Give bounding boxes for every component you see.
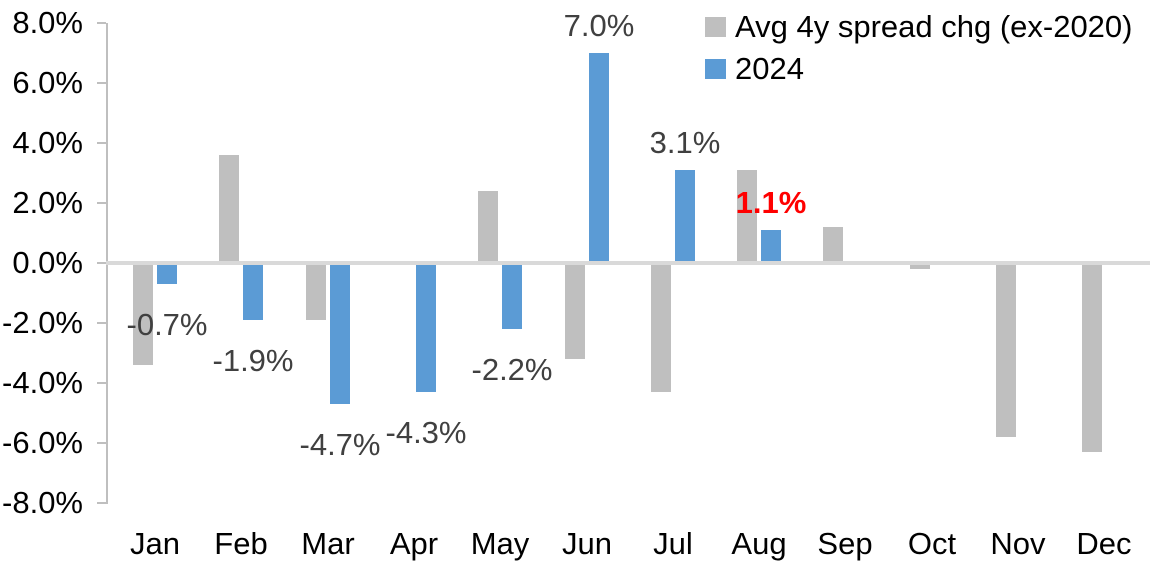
x-tick-jan: Jan xyxy=(130,526,180,561)
y-axis-tick xyxy=(97,502,106,504)
data-label-aug: 1.1% xyxy=(735,185,807,220)
y-tick-label-3: 2.0% xyxy=(12,185,83,220)
bar-avg-dec xyxy=(1082,263,1102,452)
data-label-apr: -4.3% xyxy=(385,415,467,450)
y-tick-label-8: -8.0% xyxy=(2,485,83,520)
y-tick-label-2: 4.0% xyxy=(12,125,83,160)
y-tick-label-0: 8.0% xyxy=(12,5,83,40)
bar-avg-jul xyxy=(651,263,671,392)
y-tick-label-6: -4.0% xyxy=(2,365,83,400)
data-label-jan: -0.7% xyxy=(126,307,208,342)
bar-2024-jun xyxy=(589,53,609,263)
x-axis-zero-line xyxy=(106,261,1150,265)
y-axis-tick xyxy=(97,82,106,84)
legend-item-avg-spread: Avg 4y spread chg (ex-2020) xyxy=(705,8,1133,46)
bar-avg-sep xyxy=(823,227,843,263)
y-tick-label-5: -2.0% xyxy=(2,305,83,340)
x-tick-feb: Feb xyxy=(214,526,268,561)
bar-2024-feb xyxy=(243,263,263,320)
x-tick-jun: Jun xyxy=(562,526,612,561)
legend-label-avg-spread: Avg 4y spread chg (ex-2020) xyxy=(735,9,1133,44)
x-tick-oct: Oct xyxy=(907,526,957,561)
bar-avg-aug xyxy=(737,170,757,263)
legend-label-2024: 2024 xyxy=(735,51,804,86)
x-tick-sep: Sep xyxy=(817,526,873,561)
legend: Avg 4y spread chg (ex-2020) 2024 xyxy=(705,8,1133,88)
bar-avg-oct xyxy=(910,263,930,269)
x-tick-nov: Nov xyxy=(990,526,1046,561)
bar-2024-mar xyxy=(330,263,350,404)
data-label-jul: 3.1% xyxy=(649,125,721,160)
y-axis-tick xyxy=(97,322,106,324)
data-label-jun: 7.0% xyxy=(563,8,635,43)
bar-2024-aug xyxy=(761,230,781,263)
data-label-may: -2.2% xyxy=(471,352,553,387)
bar-2024-may xyxy=(502,263,522,329)
legend-item-2024: 2024 xyxy=(705,50,1133,88)
bar-2024-jul xyxy=(675,170,695,263)
bar-avg-jun xyxy=(565,263,585,359)
bar-2024-jan xyxy=(157,263,177,284)
y-axis-tick xyxy=(97,142,106,144)
bar-avg-jan xyxy=(133,263,153,365)
x-tick-dec: Dec xyxy=(1076,526,1132,561)
x-tick-may: May xyxy=(470,526,530,561)
legend-swatch-gray-icon xyxy=(705,17,726,37)
y-tick-label-1: 6.0% xyxy=(12,65,83,100)
bar-avg-may xyxy=(478,191,498,263)
y-axis-tick xyxy=(97,202,106,204)
bar-avg-feb xyxy=(219,155,239,263)
y-axis-tick xyxy=(97,262,106,264)
x-tick-mar: Mar xyxy=(301,526,355,561)
y-axis-tick xyxy=(97,22,106,24)
legend-swatch-blue-icon xyxy=(705,59,726,79)
y-axis-tick xyxy=(97,382,106,384)
bar-2024-apr xyxy=(416,263,436,392)
bar-avg-nov xyxy=(996,263,1016,437)
data-label-feb: -1.9% xyxy=(212,343,294,378)
x-tick-apr: Apr xyxy=(389,526,439,561)
x-tick-jul: Jul xyxy=(653,526,693,561)
y-tick-label-7: -6.0% xyxy=(2,425,83,460)
y-axis-tick xyxy=(97,442,106,444)
data-label-mar: -4.7% xyxy=(299,427,381,462)
bar-avg-mar xyxy=(306,263,326,320)
y-tick-label-4: 0.0% xyxy=(12,245,83,280)
x-tick-aug: Aug xyxy=(731,526,787,561)
